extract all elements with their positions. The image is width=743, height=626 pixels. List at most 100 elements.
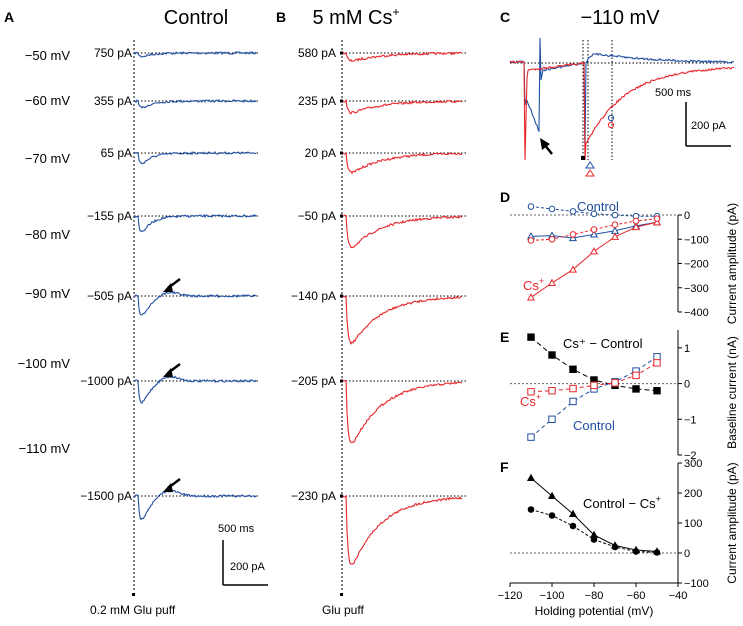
- marker-square: [581, 156, 585, 160]
- panel-c-letter: C: [500, 9, 510, 25]
- y-tick-label: 0: [684, 548, 690, 560]
- data-point: [652, 218, 662, 226]
- panel-a-scale-time: 500 ms: [218, 523, 255, 535]
- cs-trace: [341, 51, 463, 63]
- panel-e-chart: 1 0 −1 −2 Baseline current (nA) Cs⁺ − Control…: [510, 330, 739, 462]
- data-point: [653, 359, 661, 367]
- data-point: [547, 491, 557, 500]
- label-cs: Cs+: [520, 392, 541, 409]
- data-point: [632, 548, 640, 555]
- panel-a-baseline-label: −155 pA: [87, 209, 132, 223]
- label-cs: Cs+: [523, 276, 544, 293]
- panel-b-baseline-label: −50 pA: [298, 209, 336, 223]
- y-tick-label: 1: [684, 343, 690, 355]
- control-trace: [133, 213, 257, 233]
- y-tick-label: 0: [684, 210, 690, 222]
- label-diff-sup: +: [656, 494, 661, 504]
- data-point: [632, 217, 640, 225]
- holding-potential-label: −90 mV: [25, 286, 70, 301]
- puff-marker: [340, 294, 343, 298]
- data-point: [653, 387, 661, 395]
- data-point: [548, 351, 556, 359]
- panel-a-letter: A: [4, 9, 14, 25]
- data-point: [632, 385, 640, 393]
- control-trace: [133, 375, 257, 404]
- panel-c-title: −110 mV: [580, 7, 660, 29]
- control-trace: [133, 151, 257, 165]
- data-point: [653, 215, 661, 222]
- x-axis-label: Holding potential (mV): [535, 604, 654, 618]
- puff-marker: [340, 214, 343, 218]
- panel-b-traces: [340, 51, 466, 565]
- arrow-head: [163, 368, 173, 377]
- panel-a-baseline-label: −1000 pA: [80, 374, 132, 388]
- data-point: [589, 230, 599, 238]
- data-point: [611, 379, 619, 387]
- holding-potential-label: −110 mV: [19, 441, 71, 456]
- label-diff: Cs⁺ − Control: [563, 336, 643, 351]
- panel-b-baseline-label: −140 pA: [291, 289, 336, 303]
- data-point: [526, 473, 536, 482]
- data-point: [527, 433, 535, 441]
- panel-d-chart: 0 −100 −200 −300 −400 Current amplitude (pA) C…: [510, 199, 739, 324]
- control-trace: [133, 50, 257, 58]
- arrow-head: [163, 483, 173, 492]
- data-point: [548, 415, 556, 423]
- y-tick-label: −300: [684, 283, 709, 295]
- panel-a-labels: −50 mV −60 mV −70 mV −80 mV −90 mV −100 mV −11…: [18, 46, 132, 503]
- y-tick-label: −400: [684, 307, 709, 319]
- data-point: [548, 235, 556, 243]
- label-cs-main: Cs: [523, 278, 539, 293]
- panel-b-title-sup: +: [392, 5, 399, 19]
- panel-a-title: Control: [164, 7, 228, 29]
- panel-a-puff-label: 0.2 mM Glu puff: [90, 603, 176, 617]
- control-trace: [133, 489, 257, 521]
- panel-b-puff-marker: [340, 593, 343, 596]
- y-tick-label: 100: [684, 518, 702, 530]
- holding-potential-label: −60 mV: [25, 93, 70, 108]
- data-point: [611, 543, 619, 551]
- panel-b-baseline-label: −205 pA: [291, 374, 336, 388]
- panel-f-chart: 300 200 100 0 −100 Current amplitude (pA) −120…: [498, 458, 739, 618]
- y-tick-label: −2: [684, 450, 697, 462]
- cs-trace-c: [509, 60, 735, 161]
- data-point: [653, 549, 661, 556]
- puff-marker: [340, 494, 343, 498]
- data-point: [548, 512, 556, 519]
- data-point: [611, 211, 619, 219]
- data-point: [590, 210, 598, 218]
- data-point: [610, 232, 620, 240]
- data-point: [611, 221, 619, 228]
- data-point: [527, 506, 535, 513]
- data-point: [568, 509, 578, 518]
- data-point: [653, 353, 661, 361]
- holding-potential-label: −70 mV: [25, 151, 70, 166]
- panel-b-baseline-label: 235 pA: [298, 94, 336, 108]
- data-point: [569, 397, 577, 406]
- label-cs-sup: +: [539, 276, 544, 286]
- panel-b-letter: B: [276, 9, 286, 25]
- cs-trace: [341, 379, 463, 444]
- panel-a-scale-current: 200 pA: [230, 561, 266, 573]
- panel-d-letter: D: [500, 189, 510, 205]
- y-tick-label: −100: [684, 578, 709, 590]
- panel-a-traces: [133, 50, 260, 521]
- cs-trace: [341, 295, 463, 345]
- y-tick-label: −200: [684, 259, 709, 271]
- x-tick-label: −100: [540, 590, 565, 602]
- data-point: [590, 226, 598, 233]
- data-point: [589, 247, 599, 255]
- data-point: [548, 387, 556, 395]
- panel-b-title-main: 5 mM Cs: [312, 7, 392, 29]
- holding-potential-label: −80 mV: [25, 227, 70, 242]
- data-point: [548, 205, 556, 213]
- label-cs-sup: +: [536, 392, 541, 402]
- x-tick-label: −120: [498, 590, 523, 602]
- y-axis-label: Current amplitude (pA): [725, 462, 739, 583]
- cs-trace: [341, 494, 463, 565]
- y-axis-label: Baseline current (nA): [725, 336, 739, 449]
- panel-a-puff-marker: [132, 593, 135, 596]
- marker-triangle-control: [585, 161, 595, 169]
- panel-a-baseline-label: 65 pA: [101, 146, 132, 160]
